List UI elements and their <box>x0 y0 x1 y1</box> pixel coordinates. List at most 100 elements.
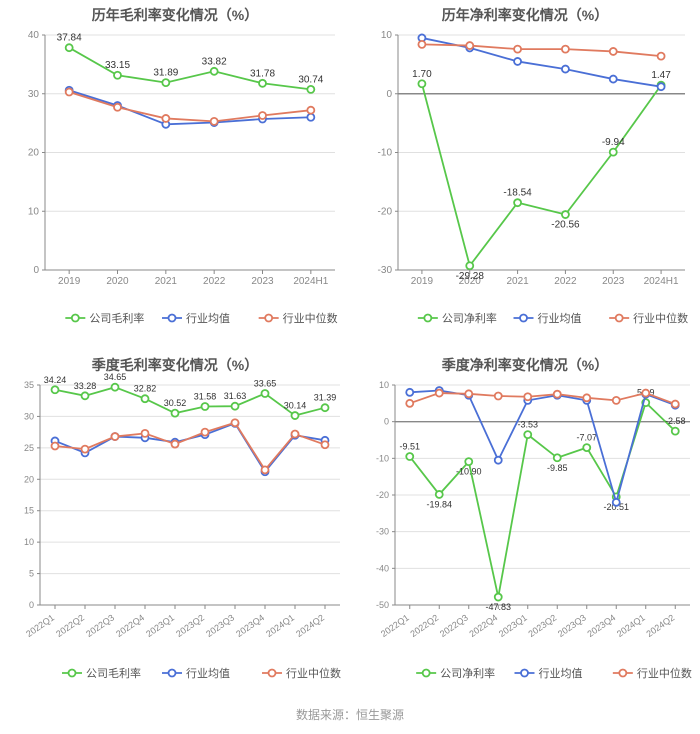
series-marker <box>202 403 209 410</box>
y-tick-label: 0 <box>33 265 39 276</box>
value-label: 34.65 <box>104 372 127 382</box>
value-label: 33.28 <box>74 381 97 391</box>
series-marker <box>514 199 521 206</box>
value-label: 30.52 <box>164 398 187 408</box>
value-label: -10.90 <box>456 467 482 477</box>
legend-label: 行业中位数 <box>286 666 341 680</box>
series-marker <box>82 392 89 399</box>
x-tick-label: 2024H1 <box>644 276 679 287</box>
legend-label: 行业均值 <box>186 667 230 680</box>
series-marker <box>562 46 569 53</box>
x-tick-label: 2024H1 <box>293 276 328 287</box>
series-marker <box>436 491 443 498</box>
series-marker <box>142 395 149 402</box>
y-tick-label: 10 <box>28 206 40 217</box>
series-marker <box>466 42 473 49</box>
x-tick-label: 2022 <box>203 276 226 287</box>
legend-marker <box>169 670 176 677</box>
value-label: -47.83 <box>485 602 511 612</box>
series-marker <box>418 80 425 87</box>
value-label: -7.07 <box>576 433 597 443</box>
x-tick-label: 2023 <box>602 276 625 287</box>
series-marker <box>418 41 425 48</box>
series-marker <box>202 429 209 436</box>
legend-marker <box>169 315 176 322</box>
series-marker <box>82 446 89 453</box>
value-label: 31.58 <box>194 391 217 401</box>
value-label: 34.24 <box>44 375 67 385</box>
series-marker <box>292 412 299 419</box>
x-tick-label: 2020 <box>106 276 129 287</box>
series-marker <box>642 390 649 397</box>
series-marker <box>322 404 329 411</box>
series-marker <box>66 88 73 95</box>
series-marker <box>262 466 269 473</box>
series-marker <box>465 390 472 397</box>
series-marker <box>112 384 119 391</box>
series-marker <box>406 400 413 407</box>
series-marker <box>232 403 239 410</box>
legend-marker <box>423 670 430 677</box>
series-marker <box>52 442 59 449</box>
series-marker <box>658 53 665 60</box>
chart-quarterly-net-margin: 季度净利率变化情况（%）-50-40-30-20-100102022Q12022… <box>350 350 700 700</box>
series-marker <box>162 79 169 86</box>
value-label: -2.58 <box>665 416 686 426</box>
series-marker <box>514 58 521 65</box>
series-marker <box>672 428 679 435</box>
value-label: 37.84 <box>57 33 82 44</box>
series-marker <box>610 76 617 83</box>
series-marker <box>613 397 620 404</box>
value-label: 31.89 <box>153 68 178 79</box>
legend-marker <box>69 670 76 677</box>
legend-marker <box>520 315 527 322</box>
y-tick-label: 20 <box>24 474 34 484</box>
y-tick-label: 25 <box>24 443 34 453</box>
y-tick-label: 5 <box>29 569 34 579</box>
value-label: -29.28 <box>456 271 485 282</box>
series-marker <box>583 444 590 451</box>
series-marker <box>610 149 617 156</box>
series-marker <box>307 86 314 93</box>
series-marker <box>172 410 179 417</box>
legend-label: 公司毛利率 <box>86 666 141 680</box>
series-marker <box>307 114 314 121</box>
series-marker <box>172 441 179 448</box>
legend-label: 行业中位数 <box>283 311 338 325</box>
series-marker <box>495 594 502 601</box>
value-label: -3.53 <box>517 420 538 430</box>
chart-title: 历年毛利率变化情况（%） <box>92 7 258 23</box>
y-tick-label: 30 <box>24 411 34 421</box>
series-marker <box>514 46 521 53</box>
series-marker <box>52 386 59 393</box>
x-tick-label: 2019 <box>58 276 81 287</box>
legend-label: 公司毛利率 <box>89 311 144 325</box>
series-marker <box>672 401 679 408</box>
series-marker <box>322 441 329 448</box>
series-marker <box>495 457 502 464</box>
series-marker <box>162 115 169 122</box>
y-tick-label: -10 <box>378 148 393 159</box>
legend-label: 公司净利率 <box>440 666 495 680</box>
legend-marker <box>616 315 623 322</box>
series-marker <box>465 458 472 465</box>
y-tick-label: 0 <box>29 600 34 610</box>
value-label: 33.15 <box>105 60 130 71</box>
series-marker <box>562 211 569 218</box>
value-label: -18.54 <box>503 188 532 199</box>
y-tick-label: 15 <box>24 506 34 516</box>
legend-label: 行业中位数 <box>633 311 688 325</box>
series-marker <box>495 393 502 400</box>
series-marker <box>406 453 413 460</box>
value-label: 1.47 <box>651 70 671 81</box>
x-tick-label: 2023 <box>251 276 274 287</box>
legend-label: 行业均值 <box>186 312 230 325</box>
y-tick-label: 0 <box>384 417 389 427</box>
y-tick-label: -40 <box>376 563 389 573</box>
series-marker <box>466 262 473 269</box>
x-tick-label: 2021 <box>506 276 529 287</box>
series-marker <box>436 390 443 397</box>
value-label: 31.63 <box>224 391 247 401</box>
series-marker <box>307 107 314 114</box>
legend-marker <box>424 315 431 322</box>
